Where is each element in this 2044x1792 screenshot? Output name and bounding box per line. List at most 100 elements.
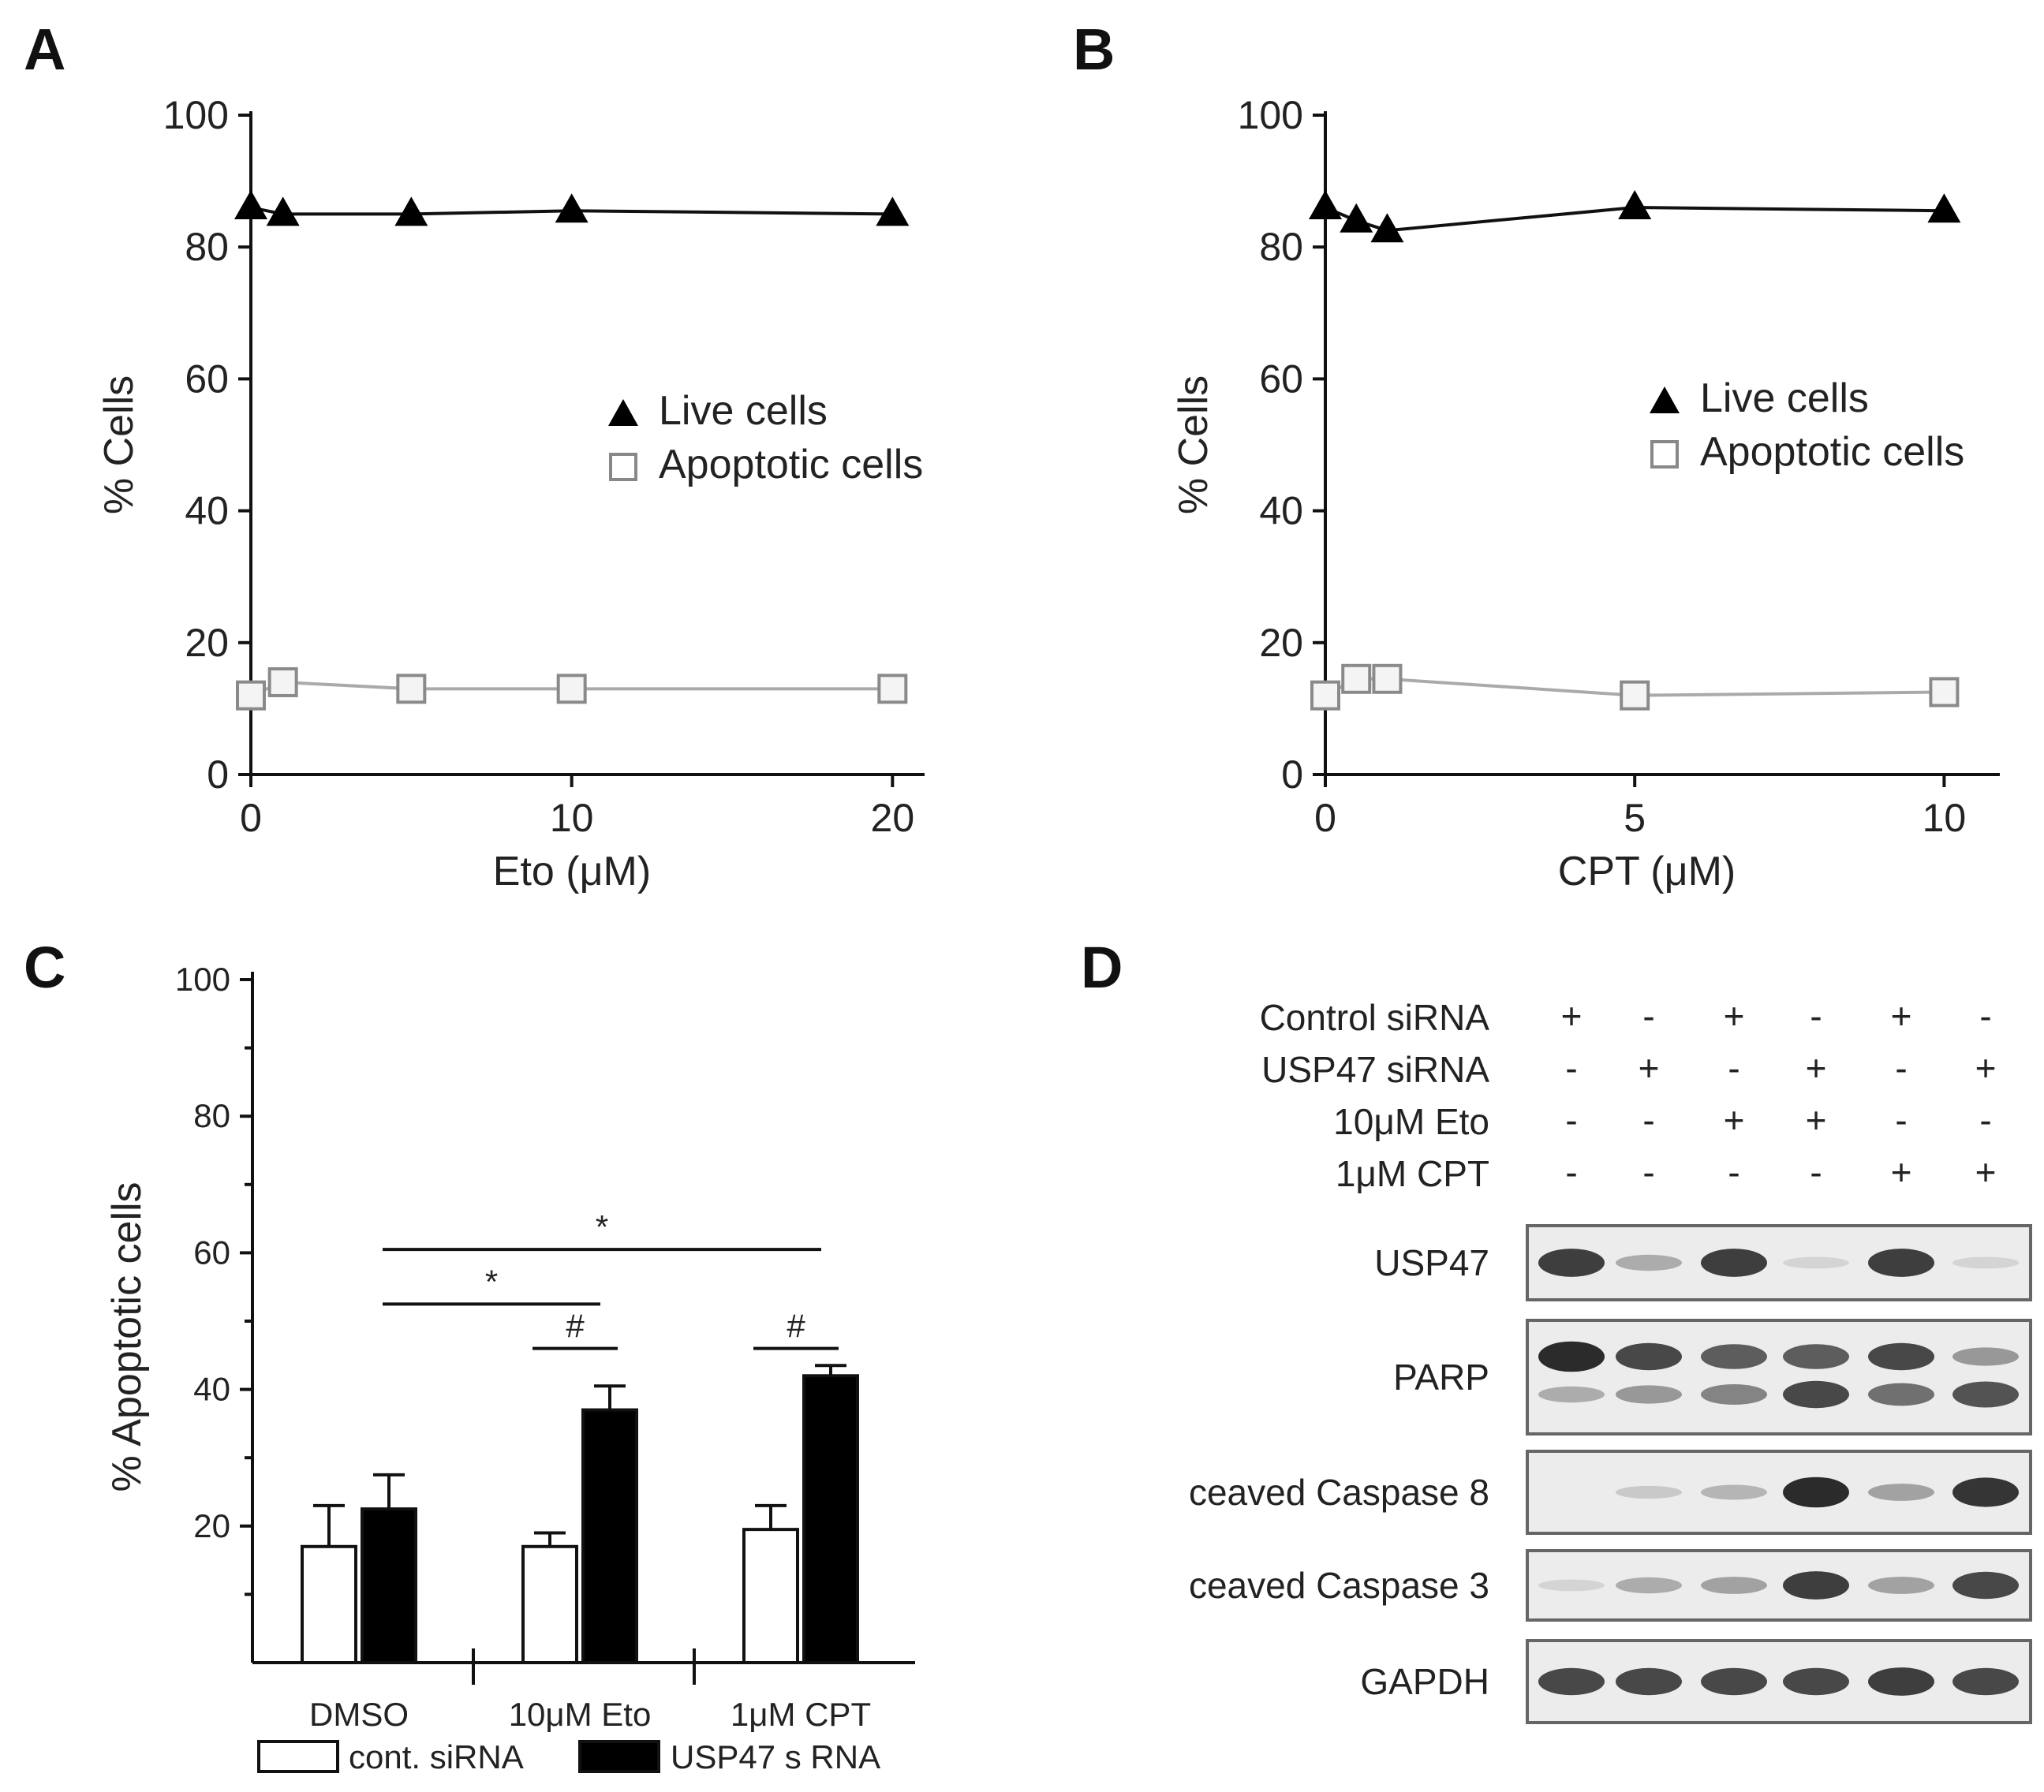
blot-box bbox=[1526, 1224, 2032, 1301]
bar-cont-sirna bbox=[742, 1528, 799, 1664]
condition-sign: - bbox=[1642, 995, 1654, 1036]
live-cells-point bbox=[555, 193, 589, 223]
condition-sign: - bbox=[1810, 1152, 1822, 1193]
bar-cont-sirna bbox=[521, 1544, 578, 1665]
x-tick-label: 10 bbox=[1923, 796, 1967, 840]
blot-label: ceaved Caspase 3 bbox=[1189, 1565, 1489, 1606]
legend-live-cells: Live cells bbox=[659, 388, 828, 434]
chart-a: 0 20 40 60 80 100 0 10 20 Eto (μM) % Cells Live cel… bbox=[96, 93, 925, 894]
blot-band bbox=[1868, 1383, 1934, 1406]
legend-live-cells: Live cells bbox=[1700, 375, 1869, 421]
blot-band bbox=[1538, 1249, 1605, 1277]
blot-band bbox=[1868, 1249, 1934, 1277]
significance-label: # bbox=[787, 1308, 805, 1345]
y-tick-label: 80 bbox=[193, 1097, 230, 1134]
condition-sign: + bbox=[1975, 1152, 1997, 1193]
y-tick-label: 80 bbox=[185, 225, 229, 269]
blot-box bbox=[1526, 1319, 2032, 1435]
blot-band bbox=[1616, 1667, 1682, 1696]
legend-apoptotic-cells: Apoptotic cells bbox=[1700, 429, 1964, 475]
live-cells-point bbox=[1309, 190, 1342, 220]
apoptotic-cells-point bbox=[396, 674, 427, 704]
live-cells-point bbox=[266, 196, 300, 226]
blot-box bbox=[1526, 1639, 2032, 1724]
y-tick-label: 100 bbox=[1238, 93, 1303, 137]
blot-band bbox=[1868, 1342, 1934, 1371]
x-tick-label: 0 bbox=[1314, 796, 1336, 840]
apoptotic-cells-point bbox=[267, 666, 298, 697]
condition-sign: - bbox=[1895, 1099, 1907, 1141]
significance-label: # bbox=[566, 1308, 585, 1345]
y-tick-label: 20 bbox=[193, 1507, 230, 1544]
apoptotic-cells-point bbox=[236, 680, 266, 711]
live-cells-point bbox=[1370, 213, 1404, 243]
x-tick-label: 5 bbox=[1624, 796, 1646, 840]
apoptotic-cells-point bbox=[1341, 663, 1372, 694]
y-axis-label: % Apoptotic cells bbox=[104, 1182, 150, 1491]
y-tick-label: 0 bbox=[1281, 752, 1303, 797]
legend-cont-sirna: cont. siRNA bbox=[349, 1738, 524, 1775]
blot-band bbox=[1538, 1667, 1605, 1696]
condition-sign: - bbox=[1728, 1047, 1739, 1088]
y-tick-label: 20 bbox=[1259, 621, 1303, 665]
blot-band bbox=[1952, 1256, 2019, 1269]
y-tick-label: 60 bbox=[193, 1234, 230, 1271]
blot-band bbox=[1868, 1577, 1934, 1594]
x-category-label: 1μM CPT bbox=[731, 1696, 871, 1733]
chart-b: 0 20 40 60 80 100 0 5 10 CPT (μM) % Cells Live cell… bbox=[1171, 93, 2000, 894]
blot-label: PARP bbox=[1393, 1357, 1489, 1398]
blot-band bbox=[1616, 1577, 1682, 1594]
blot-band bbox=[1701, 1577, 1767, 1594]
condition-label: USP47 siRNA bbox=[1261, 1049, 1489, 1090]
condition-sign: - bbox=[1565, 1152, 1577, 1193]
y-axis-label: % Cells bbox=[96, 375, 142, 514]
condition-sign: - bbox=[1895, 1047, 1907, 1088]
blot-band bbox=[1538, 1341, 1605, 1372]
condition-sign: - bbox=[1565, 1047, 1577, 1088]
bar-usp47-sirna bbox=[581, 1408, 638, 1664]
apoptotic-cells-point bbox=[1620, 680, 1650, 711]
blot-band bbox=[1783, 1256, 1849, 1269]
condition-sign: + bbox=[1806, 1099, 1827, 1141]
blot-band bbox=[1701, 1249, 1767, 1277]
condition-sign: + bbox=[1724, 995, 1745, 1036]
blot-band bbox=[1538, 1579, 1605, 1592]
condition-label: 1μM CPT bbox=[1336, 1153, 1489, 1194]
blot-band bbox=[1701, 1484, 1767, 1500]
live-cells-point bbox=[876, 196, 910, 226]
y-tick-label: 40 bbox=[193, 1371, 230, 1408]
legend-triangle-icon bbox=[608, 399, 638, 426]
live-cells-point bbox=[1340, 203, 1373, 233]
x-axis-label: Eto (μM) bbox=[493, 849, 651, 894]
legend-triangle-icon bbox=[1650, 386, 1680, 413]
bar-usp47-sirna bbox=[361, 1507, 417, 1665]
y-axis-label: % Cells bbox=[1171, 375, 1216, 514]
blot-label: ceaved Caspase 8 bbox=[1189, 1472, 1489, 1513]
blot-box bbox=[1526, 1549, 2032, 1622]
apoptotic-cells-point bbox=[1310, 680, 1340, 711]
condition-label: Control siRNA bbox=[1260, 997, 1490, 1038]
blot-band bbox=[1783, 1477, 1849, 1508]
blot-band bbox=[1952, 1477, 2019, 1507]
live-cells-point bbox=[1618, 190, 1652, 220]
y-tick-label: 100 bbox=[163, 93, 229, 137]
bar-cont-sirna bbox=[301, 1544, 357, 1665]
blot-band bbox=[1783, 1667, 1849, 1696]
significance-label: * bbox=[485, 1263, 498, 1300]
condition-sign: - bbox=[1810, 995, 1822, 1036]
condition-sign: - bbox=[1979, 1099, 1991, 1141]
apoptotic-cells-point bbox=[556, 674, 587, 704]
condition-sign: - bbox=[1979, 995, 1991, 1036]
blot-band bbox=[1783, 1380, 1849, 1409]
blot-band bbox=[1952, 1381, 2019, 1408]
blot-band bbox=[1783, 1344, 1849, 1369]
apoptotic-cells-point bbox=[1929, 677, 1960, 707]
legend-square-icon bbox=[1650, 440, 1679, 469]
x-tick-label: 0 bbox=[240, 796, 262, 840]
x-axis-label: CPT (μM) bbox=[1558, 849, 1736, 894]
western-blot-d: Control siRNA + - + - + - USP47 siRNA - + - + - +10μM… bbox=[1189, 995, 2032, 1724]
blot-band bbox=[1701, 1667, 1767, 1696]
apoptotic-cells-point bbox=[877, 674, 908, 704]
blot-box bbox=[1526, 1450, 2032, 1535]
